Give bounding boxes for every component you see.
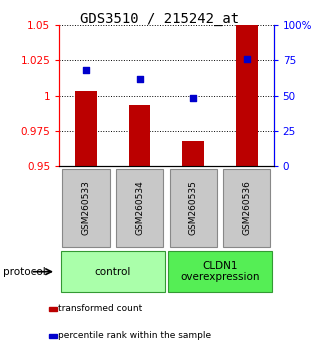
Point: [244, 56, 249, 62]
Text: GSM260534: GSM260534: [135, 181, 144, 235]
Text: GSM260535: GSM260535: [189, 181, 198, 235]
Bar: [62, 169, 109, 247]
Bar: [236, 25, 258, 166]
Point: [137, 76, 142, 81]
Bar: [61, 251, 165, 292]
Bar: [116, 169, 163, 247]
Bar: [168, 251, 272, 292]
Text: GSM260536: GSM260536: [242, 181, 251, 235]
Text: GDS3510 / 215242_at: GDS3510 / 215242_at: [80, 12, 240, 27]
Text: GSM260533: GSM260533: [82, 181, 91, 235]
Bar: [223, 169, 270, 247]
Bar: [182, 141, 204, 166]
Text: transformed count: transformed count: [58, 304, 142, 313]
Bar: [129, 105, 150, 166]
Bar: [75, 91, 97, 166]
Point: [191, 96, 196, 101]
Bar: [49, 307, 57, 311]
Text: control: control: [95, 267, 131, 277]
Bar: [170, 169, 217, 247]
Text: percentile rank within the sample: percentile rank within the sample: [58, 331, 211, 341]
Text: protocol: protocol: [3, 267, 46, 277]
Point: [84, 67, 89, 73]
Bar: [49, 334, 57, 338]
Text: CLDN1
overexpression: CLDN1 overexpression: [180, 261, 260, 282]
